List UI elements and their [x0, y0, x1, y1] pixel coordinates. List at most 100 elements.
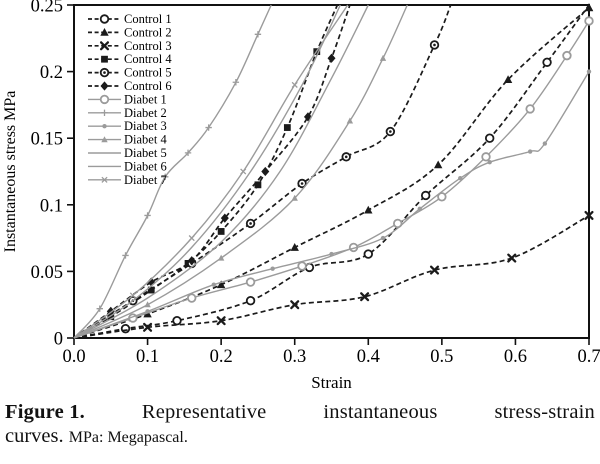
- filled-triangle-marker: [100, 28, 109, 36]
- small-dot-marker: [458, 175, 463, 181]
- series-line-control-6: [73, 4, 351, 339]
- small-triangle-marker: [101, 136, 108, 143]
- series-line-diabet-3: [73, 71, 590, 339]
- small-dot-marker: [380, 235, 386, 241]
- filled-diamond-marker: [327, 53, 336, 63]
- open-circle-marker: [99, 94, 110, 105]
- series-line-control-2: [73, 7, 590, 339]
- bold-x-marker: [429, 265, 440, 275]
- plus-marker: [144, 212, 151, 219]
- x-tick-label: 0.2: [210, 347, 233, 367]
- filled-triangle-marker: [503, 75, 513, 83]
- legend-label: Control 5: [124, 66, 172, 80]
- filled-diamond-marker: [187, 256, 196, 266]
- open-circle-marker: [562, 50, 572, 61]
- filled-diamond-marker: [261, 166, 270, 177]
- bold-x-marker: [429, 265, 440, 275]
- x-tick-label: 0.0: [62, 347, 85, 367]
- bold-x-marker: [143, 322, 153, 332]
- legend-label: Diabet 5: [124, 146, 167, 160]
- bold-x-marker: [507, 253, 517, 263]
- bold-x-marker: [360, 292, 370, 302]
- open-circle-marker: [297, 261, 307, 271]
- legend-label: Diabet 2: [124, 106, 167, 120]
- open-circle-marker: [584, 16, 594, 26]
- open-circle-marker: [99, 14, 110, 24]
- filled-square-marker: [107, 313, 115, 321]
- circle-dot-marker: [300, 182, 304, 185]
- y-tick-label: 0.1: [40, 196, 63, 216]
- bold-x-marker: [360, 292, 370, 302]
- circle-dot-marker: [341, 152, 351, 162]
- filled-triangle-marker: [216, 280, 226, 289]
- x-tick-label: 0.3: [283, 347, 306, 367]
- caption-line-2: curves. MPa: Megapascal.: [5, 425, 595, 448]
- open-circle-marker: [584, 16, 594, 26]
- plot-frame: [73, 4, 590, 339]
- plus-marker: [232, 79, 240, 86]
- filled-square-marker: [101, 55, 108, 63]
- filled-square-marker: [101, 55, 108, 63]
- small-triangle-marker: [101, 136, 108, 143]
- small-triangle-marker: [217, 254, 225, 261]
- open-circle-marker: [525, 104, 535, 114]
- filled-diamond-marker: [100, 81, 109, 91]
- filled-diamond-marker: [327, 53, 336, 63]
- x-tick-label: 0.7: [577, 347, 600, 367]
- filled-diamond-marker: [106, 306, 115, 316]
- small-triangle-marker: [291, 194, 298, 201]
- small-triangle-marker: [346, 117, 354, 124]
- x-tick-label: 0.1: [136, 347, 159, 367]
- bold-x-marker: [290, 300, 300, 310]
- small-triangle-marker: [346, 117, 354, 124]
- series-line-diabet-6: [73, 4, 369, 339]
- bold-x-marker: [507, 253, 517, 263]
- open-circle-marker: [187, 293, 197, 303]
- open-circle-marker: [297, 261, 307, 271]
- open-circle-marker: [542, 57, 552, 67]
- legend-label: Control 3: [124, 39, 172, 53]
- series-line-control-5: [73, 4, 452, 339]
- filled-diamond-marker: [187, 256, 196, 266]
- open-circle-marker: [363, 249, 373, 259]
- small-dot-marker: [542, 141, 548, 146]
- legend-label: Diabet 7: [124, 173, 167, 187]
- figure-caption: Figure 1. Representative instantaneous s…: [5, 401, 595, 448]
- filled-diamond-marker: [147, 277, 156, 287]
- filled-square-marker: [217, 228, 225, 235]
- caption-word-2: instantaneous: [323, 401, 438, 423]
- small-x-marker: [101, 176, 108, 183]
- plus-marker: [122, 252, 129, 259]
- legend-item-diabet-2: Diabet 2: [88, 106, 167, 120]
- small-triangle-marker: [379, 54, 387, 61]
- filled-diamond-marker: [220, 213, 229, 223]
- filled-triangle-marker: [433, 160, 443, 169]
- small-dot-marker: [145, 309, 150, 314]
- x-tick-label: 0.4: [357, 347, 380, 367]
- legend-item-diabet-5: Diabet 5: [88, 146, 167, 160]
- filled-triangle-marker: [584, 3, 594, 12]
- bold-x-marker: [143, 322, 153, 332]
- small-triangle-marker: [217, 254, 225, 261]
- bold-x-marker: [584, 210, 594, 221]
- legend-label: Diabet 6: [124, 159, 167, 173]
- filled-triangle-marker: [216, 280, 226, 289]
- filled-triangle-marker: [364, 205, 373, 214]
- small-dot-marker: [102, 124, 107, 129]
- open-circle-marker: [172, 315, 182, 326]
- y-tick-label: 0.15: [31, 130, 63, 150]
- filled-diamond-marker: [303, 112, 312, 122]
- filled-triangle-marker: [290, 243, 299, 251]
- x-tick-label: 0.6: [504, 347, 527, 367]
- caption-note: MPa: Megapascal.: [68, 429, 188, 446]
- open-circle-marker: [481, 152, 491, 162]
- filled-diamond-marker: [147, 277, 156, 287]
- open-circle-marker: [245, 277, 256, 287]
- legend-item-diabet-3: Diabet 3: [88, 119, 167, 133]
- plus-marker: [205, 124, 212, 131]
- small-dot-marker: [417, 206, 422, 211]
- legend-label: Control 6: [124, 79, 172, 93]
- open-circle-marker: [187, 293, 197, 303]
- circle-dot-marker: [344, 155, 348, 159]
